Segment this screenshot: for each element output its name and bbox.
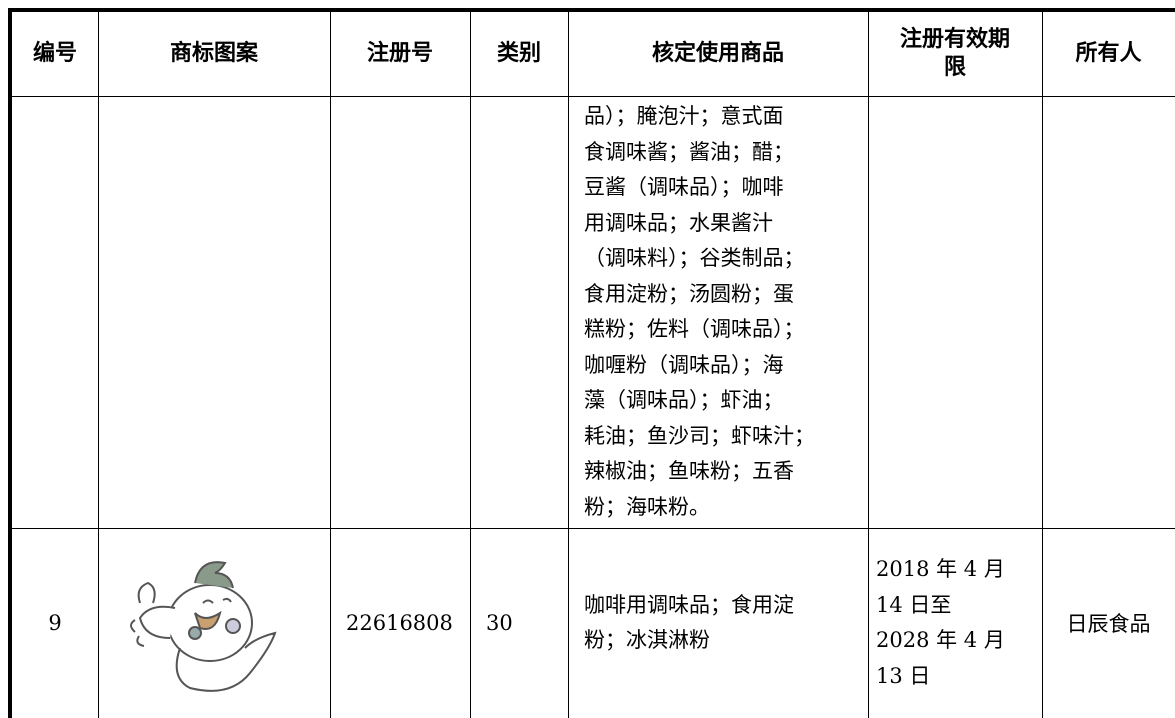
text-line: 13 日 [876,663,931,688]
header-cell: 编号 [12,12,98,96]
header-text: 核定使用商品 [651,41,784,66]
header-text: 编号 [32,41,77,66]
text-line: 品）；腌泡汁；意式面 [584,104,784,128]
header-text: 注册号 [366,41,433,66]
top-border [8,8,1175,12]
text-block: 品）；腌泡汁；意式面 食调味酱；酱油；醋； 豆酱（调味品）；咖啡 用调味品；水果酱汁 （… [584,99,815,525]
text-block: 咖啡用调味品；食用淀 粉；冰淇淋粉 [584,588,794,659]
column-rule [1042,8,1043,718]
goods-lines: 咖啡用调味品；食用淀 粉；冰淇淋粉 [568,528,868,718]
column-rule [330,8,331,718]
header-text: 类别 [496,41,541,66]
column-rule [568,8,569,718]
header-text: 所有人 [1075,41,1142,66]
text-line: （调味料）；谷类制品； [584,246,805,270]
validity-lines: 2018 年 4 月 14 日至 2028 年 4 月 13 日 [868,528,1042,718]
goods-lines: 品）；腌泡汁；意式面 食调味酱；酱油；醋； 豆酱（调味品）；咖啡 用调味品；水果酱汁 （… [568,96,868,528]
text-line: 用调味品；水果酱汁 [584,210,773,235]
header-cell: 所有人 [1042,12,1175,96]
text-line: 粉；冰淇淋粉 [584,628,710,652]
header-cell: 注册有效期限 [868,12,1042,96]
text-line: 食调味酱；酱油；醋； [584,139,794,164]
header-text: 注册有效期限 [899,27,1010,80]
header-cell: 商标图案 [98,12,330,96]
column-rule [868,8,869,718]
trademark-image [130,561,277,692]
left-border [8,8,12,718]
row-rule [8,96,1175,97]
text-block: 2018 年 4 月 14 日至 2028 年 4 月 13 日 [876,552,1005,694]
text-line: 豆酱（调味品）；咖啡 [584,175,784,199]
text-line: 粉；海味粉。 [584,494,710,519]
text-line: 藻（调味品）；虾油； [584,388,784,412]
header-text: 商标图案 [169,41,258,66]
text-line: 2018 年 4 月 [876,557,1005,581]
header-cell: 类别 [470,12,568,96]
header-cell: 核定使用商品 [568,12,868,96]
class: 30 [486,611,513,635]
text-line: 糕粉；佐料（调味品）； [584,317,805,341]
column-rule [98,8,99,718]
text-line: 耗油；鱼沙司；虾味汁； [584,423,815,448]
column-rule [470,8,471,718]
text-line: 辣椒油；鱼味粉；五香 [584,459,794,483]
row-rule [8,528,1175,529]
text-line: 食用淀粉；汤圆粉；蛋 [584,281,794,306]
text-line: 14 日至 [876,592,952,617]
header-cell: 注册号 [330,12,470,96]
text-line: 咖喱粉（调味品）；海 [584,352,784,377]
text-line: 咖啡用调味品；食用淀 [584,592,794,617]
registration-no: 22616808 [346,611,453,635]
number: 9 [48,611,62,635]
owner: 日辰食品 [1066,612,1151,636]
text-line: 2028 年 4 月 [876,628,1005,652]
